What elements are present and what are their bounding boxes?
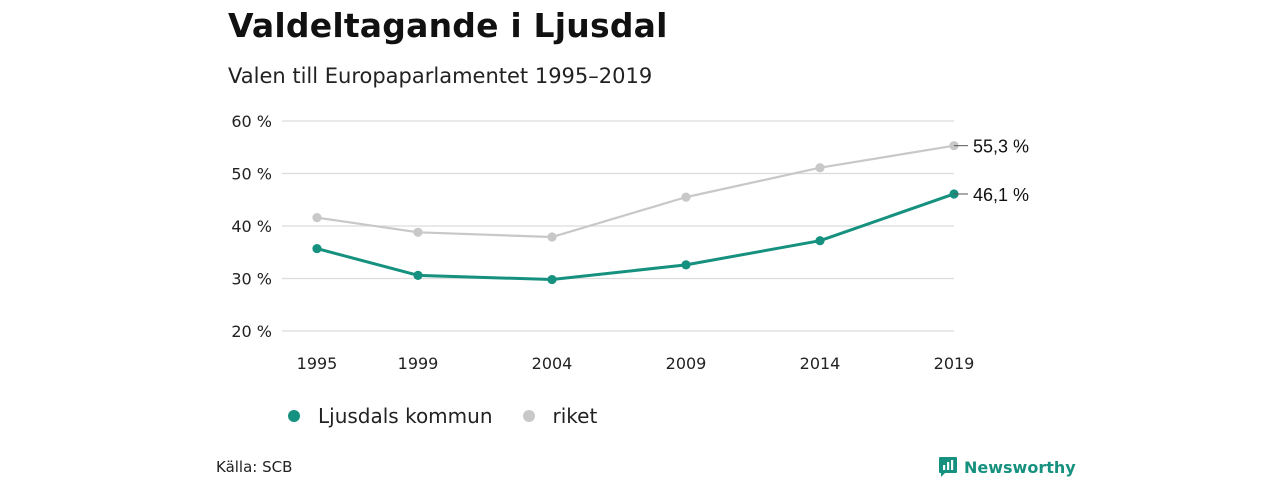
legend-item-ljusdals-kommun: Ljusdals kommun	[288, 404, 493, 428]
chart-title: Valdeltagande i Ljusdal	[228, 6, 668, 45]
bar-chart-logo-icon	[939, 457, 957, 477]
x-tick-label: 2019	[934, 354, 975, 373]
data-point	[547, 232, 557, 242]
data-point	[312, 243, 322, 254]
x-tick-label: 1999	[398, 354, 439, 373]
data-point	[815, 163, 825, 173]
data-point	[681, 192, 691, 202]
legend-item-riket: riket	[522, 404, 598, 428]
source-note: Källa: SCB	[216, 458, 293, 476]
y-tick-label: 20 %	[231, 322, 272, 341]
chart-subtitle: Valen till Europaparlamentet 1995–2019	[228, 64, 653, 88]
series-line	[316, 192, 955, 282]
legend: Ljusdals kommun riket	[288, 404, 627, 428]
y-tick-label: 30 %	[231, 270, 272, 289]
x-tick-label: 2014	[800, 354, 841, 373]
brand-logo: Newsworthy	[938, 456, 1076, 478]
y-tick-label: 40 %	[231, 217, 272, 236]
x-tick-label: 1995	[297, 354, 338, 373]
y-tick-label: 50 %	[231, 165, 272, 184]
data-point	[681, 260, 691, 270]
data-point	[413, 270, 423, 280]
end-value-label: 46,1 %	[973, 185, 1029, 205]
data-point	[815, 236, 825, 246]
data-point	[312, 213, 322, 223]
legend-label: Ljusdals kommun	[318, 404, 493, 428]
series-line	[316, 144, 955, 239]
data-point	[547, 274, 557, 285]
legend-label: riket	[552, 404, 598, 428]
x-tick-label: 2009	[666, 354, 707, 373]
data-point	[413, 227, 423, 237]
legend-marker-icon	[288, 410, 300, 422]
y-tick-label: 60 %	[231, 112, 272, 131]
x-tick-label: 2004	[532, 354, 573, 373]
brand-name: Newsworthy	[964, 457, 1076, 477]
end-value-label: 55,3 %	[973, 137, 1029, 157]
legend-marker-icon	[522, 410, 535, 422]
